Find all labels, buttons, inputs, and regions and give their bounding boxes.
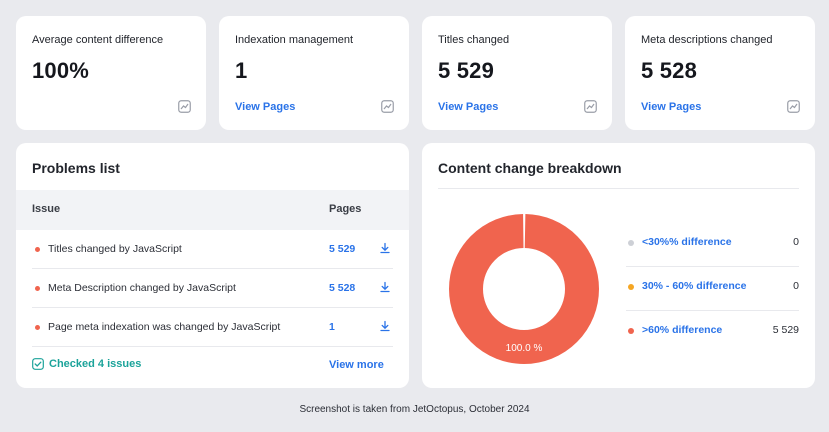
donut-percent-label: 100.0 % <box>506 343 543 354</box>
chart-icon[interactable] <box>178 100 191 113</box>
checked-issues-label: Checked 4 issues <box>49 358 142 370</box>
metric-value: 5 528 <box>641 58 698 83</box>
legend-value: 0 <box>793 236 799 248</box>
download-icon[interactable] <box>379 281 391 293</box>
issue-pages-count-link[interactable]: 1 <box>329 321 335 333</box>
table-row: Titles changed by JavaScript 5 529 <box>16 230 409 269</box>
view-pages-link[interactable]: View Pages <box>438 101 499 113</box>
legend-label[interactable]: >60% difference <box>642 324 723 336</box>
problems-list-title: Problems list <box>32 160 120 176</box>
donut-chart: 100.0 % <box>449 214 599 364</box>
metric-value: 5 529 <box>438 58 495 83</box>
problems-table-header: Issue Pages <box>16 190 409 230</box>
issue-pages-count-link[interactable]: 5 529 <box>329 243 356 255</box>
chart-icon[interactable] <box>381 100 394 113</box>
metric-title: Average content difference <box>32 34 164 46</box>
chart-icon[interactable] <box>787 100 800 113</box>
issue-name: Page meta indexation was changed by Java… <box>48 321 281 333</box>
metric-card-meta-descriptions-changed: Meta descriptions changed 5 528 View Pag… <box>625 16 815 130</box>
metric-title: Meta descriptions changed <box>641 34 773 46</box>
metric-card-average-content-difference: Average content difference 100% <box>16 16 206 130</box>
issue-severity-dot <box>35 247 40 252</box>
column-header-issue: Issue <box>32 203 61 215</box>
row-divider <box>32 268 393 269</box>
issue-name: Titles changed by JavaScript <box>48 243 182 255</box>
metric-title: Titles changed <box>438 34 510 46</box>
title-divider <box>438 188 799 189</box>
legend-divider <box>626 266 799 267</box>
checked-issues-link[interactable]: Checked 4 issues <box>32 358 141 370</box>
donut-slice[interactable] <box>449 214 599 364</box>
legend-dot <box>628 328 634 334</box>
legend-value: 0 <box>793 280 799 292</box>
issue-severity-dot <box>35 325 40 330</box>
legend-label[interactable]: 30% - 60% difference <box>642 280 747 292</box>
row-divider <box>32 346 393 347</box>
chart-icon[interactable] <box>584 100 597 113</box>
table-row: Meta Description changed by JavaScript 5… <box>16 269 409 308</box>
problems-list-card: Problems list Issue Pages Titles changed… <box>16 143 409 388</box>
metric-card-titles-changed: Titles changed 5 529 View Pages <box>422 16 612 130</box>
legend-dot <box>628 284 634 290</box>
legend-label[interactable]: <30%% difference <box>642 236 732 248</box>
legend-dot <box>628 240 634 246</box>
breakdown-title: Content change breakdown <box>438 160 622 176</box>
legend-item-more-60[interactable]: >60% difference 5 529 <box>626 311 799 355</box>
view-pages-link[interactable]: View Pages <box>235 101 296 113</box>
view-more-link[interactable]: View more <box>329 359 384 371</box>
screenshot-source-note: Screenshot is taken from JetOctopus, Oct… <box>299 404 530 415</box>
legend-divider <box>626 310 799 311</box>
view-pages-link[interactable]: View Pages <box>641 101 702 113</box>
content-change-breakdown-card: Content change breakdown 100.0 % <30%% d… <box>422 143 815 388</box>
issue-pages-count-link[interactable]: 5 528 <box>329 282 356 294</box>
download-icon[interactable] <box>379 320 391 332</box>
row-divider <box>32 307 393 308</box>
legend-item-less-30[interactable]: <30%% difference 0 <box>626 223 799 267</box>
download-icon[interactable] <box>379 242 391 254</box>
metric-card-indexation-management: Indexation management 1 View Pages <box>219 16 409 130</box>
issue-severity-dot <box>35 286 40 291</box>
check-square-icon <box>32 358 44 370</box>
metric-title: Indexation management <box>235 34 354 46</box>
column-header-pages: Pages <box>329 203 362 215</box>
table-row: Page meta indexation was changed by Java… <box>16 308 409 347</box>
metric-value: 100% <box>32 58 90 83</box>
issue-name: Meta Description changed by JavaScript <box>48 282 236 294</box>
legend-value: 5 529 <box>772 324 799 336</box>
legend-item-30-60[interactable]: 30% - 60% difference 0 <box>626 267 799 311</box>
metric-value: 1 <box>235 58 248 83</box>
